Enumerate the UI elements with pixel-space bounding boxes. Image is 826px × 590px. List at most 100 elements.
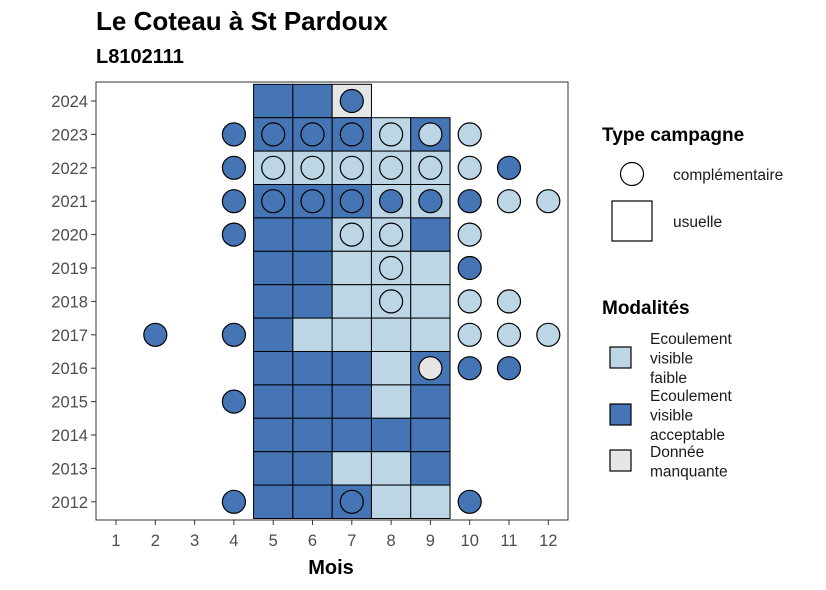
legend-key-acceptable xyxy=(609,403,632,426)
usuelle-cell-2020-9 xyxy=(410,217,451,252)
y-tick-label-2017: 2017 xyxy=(51,327,88,345)
y-tick-label-2013: 2013 xyxy=(51,460,88,478)
complementaire-point-2023-10 xyxy=(457,122,482,147)
usuelle-cell-2016-5 xyxy=(253,351,294,386)
complementaire-point-2022-8 xyxy=(379,155,404,180)
usuelle-cell-2013-6 xyxy=(292,451,333,486)
complementaire-point-2018-8 xyxy=(379,289,404,314)
usuelle-cell-2016-6 xyxy=(292,351,333,386)
complementaire-point-2022-4 xyxy=(221,155,246,180)
usuelle-cell-2017-8 xyxy=(370,317,412,353)
legend-label-acceptable-0: Ecoulement xyxy=(650,388,733,405)
y-tick-label-2012: 2012 xyxy=(51,494,88,512)
y-tick-label-2018: 2018 xyxy=(51,293,88,311)
x-tick-label-7: 7 xyxy=(347,532,356,550)
usuelle-cell-2019-5 xyxy=(253,250,294,286)
legend-square-key xyxy=(611,200,653,242)
complementaire-point-2016-9 xyxy=(418,356,443,381)
usuelle-cell-2014-9 xyxy=(410,417,451,453)
usuelle-cell-2017-7 xyxy=(331,317,372,353)
x-axis: 1 2 3 4 5 6 7 8 9 10 11 12 xyxy=(111,520,557,550)
complementaire-point-2012-10 xyxy=(457,489,482,514)
x-tick-label-1: 1 xyxy=(111,532,120,550)
complementaire-point-2016-11 xyxy=(496,356,522,381)
complementaire-point-2017-12 xyxy=(536,322,561,347)
complementaire-point-2021-9 xyxy=(418,189,443,214)
usuelle-cell-2013-5 xyxy=(253,451,294,486)
usuelle-cell-2013-8 xyxy=(370,451,412,486)
y-axis: 2012 2013 2014 2015 2016 2017 2018 2019 2020 2021… xyxy=(51,93,96,512)
complementaire-point-2020-7 xyxy=(339,222,364,247)
x-tick-label-9: 9 xyxy=(426,532,435,550)
legend-label-faible-0: Ecoulement xyxy=(650,331,733,348)
x-tick-label-12: 12 xyxy=(539,532,557,550)
y-tick-label-2015: 2015 xyxy=(51,394,88,412)
complementaire-point-2022-9 xyxy=(418,155,443,180)
usuelle-cell-2012-6 xyxy=(292,484,333,520)
complementaire-point-2022-11 xyxy=(496,155,522,180)
x-tick-label-10: 10 xyxy=(461,532,479,550)
usuelle-cell-2018-7 xyxy=(331,284,372,319)
legend-label-manquante-1: manquante xyxy=(650,464,728,481)
complementaire-point-2023-9 xyxy=(418,122,443,147)
x-tick-label-3: 3 xyxy=(190,532,199,550)
y-tick-label-2022: 2022 xyxy=(51,160,88,178)
usuelle-cell-2017-5 xyxy=(253,317,294,353)
usuelle-cell-2014-5 xyxy=(253,417,294,453)
complementaire-point-2021-11 xyxy=(496,189,522,214)
legend-type-title: Type campagne xyxy=(602,125,744,146)
complementaire-point-2023-4 xyxy=(221,122,246,147)
y-tick-label-2023: 2023 xyxy=(51,126,88,144)
usuelle-cell-2024-6 xyxy=(292,83,333,119)
x-axis-title: Mois xyxy=(308,557,354,579)
complementaire-point-2022-5 xyxy=(261,155,286,180)
complementaire-point-2021-12 xyxy=(536,189,561,214)
x-tick-label-11: 11 xyxy=(500,532,517,550)
y-tick-label-2021: 2021 xyxy=(51,193,88,211)
y-tick-label-2024: 2024 xyxy=(51,93,88,111)
y-tick-label-2019: 2019 xyxy=(51,260,88,278)
complementaire-point-2023-5 xyxy=(261,122,286,147)
complementaire-point-2021-10 xyxy=(457,189,482,214)
complementaire-point-2022-7 xyxy=(339,155,364,180)
usuelle-cell-2019-7 xyxy=(331,250,372,286)
usuelle-cell-2019-9 xyxy=(410,250,451,286)
usuelle-cell-2013-7 xyxy=(331,451,372,486)
usuelle-cell-2014-7 xyxy=(331,417,372,453)
legend-type-label-complementaire: complémentaire xyxy=(673,167,783,184)
legend-label-manquante-0: Donnée xyxy=(650,444,704,461)
legend-label-faible-1: visible xyxy=(650,351,693,368)
usuelle-cell-2012-8 xyxy=(370,484,412,520)
complementaire-point-2016-10 xyxy=(457,356,482,381)
complementaire-point-2023-6 xyxy=(300,122,325,147)
x-tick-label-6: 6 xyxy=(308,532,317,550)
complementaire-point-2012-7 xyxy=(339,489,364,514)
complementaire-point-2020-4 xyxy=(221,222,246,247)
usuelle-cell-2018-5 xyxy=(253,284,294,319)
legend-label-acceptable-2: acceptable xyxy=(650,427,725,444)
usuelle-cell-2015-5 xyxy=(253,384,294,419)
complementaire-points xyxy=(143,88,561,514)
complementaire-point-2023-7 xyxy=(339,122,364,147)
usuelle-cell-2014-6 xyxy=(292,417,333,453)
complementaire-point-2019-10 xyxy=(457,255,482,281)
complementaire-point-2024-7 xyxy=(339,88,364,114)
y-tick-label-2020: 2020 xyxy=(51,227,88,245)
legend-modalites: Modalités EcoulementvisiblefaibleEcoulem… xyxy=(602,298,733,481)
complementaire-point-2021-4 xyxy=(221,189,246,214)
usuelle-cell-2015-6 xyxy=(292,384,333,419)
usuelle-cell-2018-9 xyxy=(410,284,451,319)
complementaire-point-2017-2 xyxy=(143,322,168,347)
legend-label-faible-2: faible xyxy=(650,370,687,387)
usuelle-cell-2020-6 xyxy=(292,217,333,252)
usuelle-cell-2017-9 xyxy=(410,317,451,353)
y-tick-label-2014: 2014 xyxy=(51,427,88,445)
x-tick-label-5: 5 xyxy=(269,532,278,550)
usuelle-cell-2020-5 xyxy=(253,217,294,252)
complementaire-point-2015-4 xyxy=(221,389,246,414)
usuelle-cell-2015-8 xyxy=(370,384,412,419)
usuelle-cell-2019-6 xyxy=(292,250,333,286)
chart-subtitle: L8102111 xyxy=(96,46,184,68)
usuelle-cell-2013-9 xyxy=(410,451,451,486)
